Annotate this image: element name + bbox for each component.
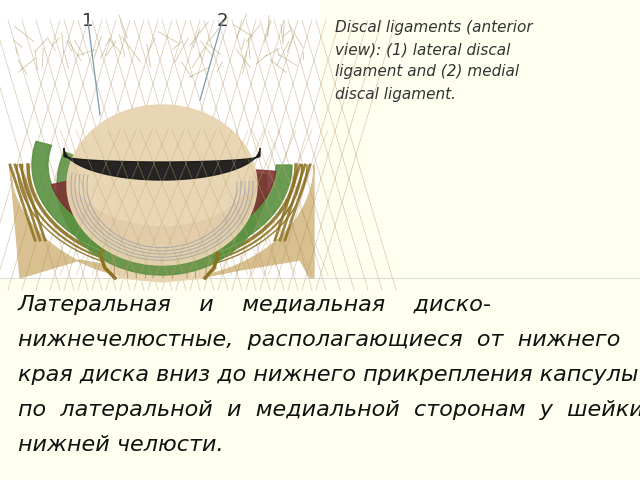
Text: Discal ligaments (anterior
view): (1) lateral discal
ligament and (2) medial
dis: Discal ligaments (anterior view): (1) la… [335, 20, 532, 102]
Text: 2: 2 [216, 12, 228, 30]
Text: 1: 1 [83, 12, 93, 30]
Polygon shape [52, 170, 276, 244]
Bar [0, 0, 320, 278]
Polygon shape [10, 165, 314, 280]
Polygon shape [32, 142, 292, 260]
Text: края диска вниз до нижнего прикрепления капсулы: края диска вниз до нижнего прикрепления … [18, 365, 639, 385]
Polygon shape [67, 105, 257, 265]
Text: нижнечелюстные,  располагающиеся  от  нижнего: нижнечелюстные, располагающиеся от нижне… [18, 330, 620, 350]
Text: нижней челюсти.: нижней челюсти. [18, 435, 223, 455]
Polygon shape [64, 148, 260, 180]
Polygon shape [57, 152, 267, 275]
Text: Латеральная    и    медиальная    диско-: Латеральная и медиальная диско- [18, 295, 492, 315]
Polygon shape [100, 220, 217, 282]
Text: по  латеральной  и  медиальной  сторонам  у  шейки: по латеральной и медиальной сторонам у ш… [18, 400, 640, 420]
